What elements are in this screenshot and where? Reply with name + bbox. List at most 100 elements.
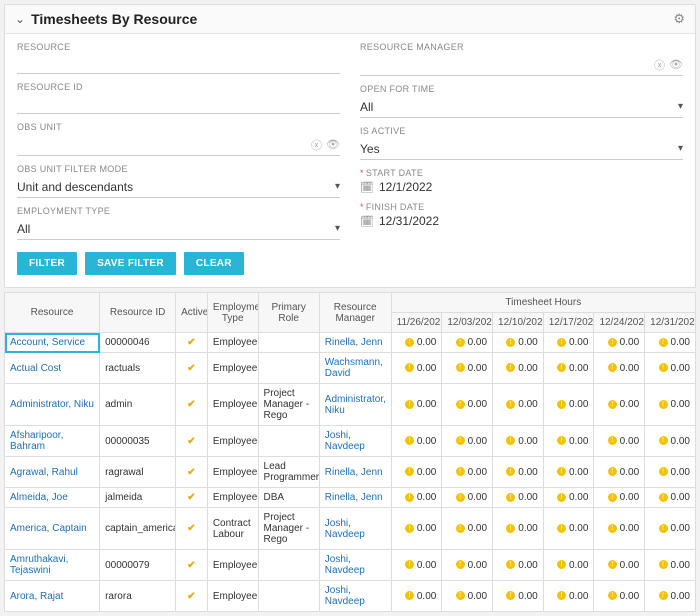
col-date[interactable]: 12/31/2022 <box>645 313 696 333</box>
cell-hours[interactable]: !0.00 <box>442 457 493 488</box>
cell-hours[interactable]: !0.00 <box>493 488 544 508</box>
cell-hours[interactable]: !0.00 <box>442 384 493 426</box>
manager-link[interactable]: Wachsmann, David <box>325 357 383 379</box>
cell-hours[interactable]: !0.00 <box>645 353 696 384</box>
manager-link[interactable]: Joshi, Navdeep <box>325 518 365 540</box>
cell-hours[interactable]: !0.00 <box>594 508 645 550</box>
cell-hours[interactable]: !0.00 <box>645 581 696 612</box>
cell-hours[interactable]: !0.00 <box>391 550 442 581</box>
clear-button[interactable]: CLEAR <box>184 252 244 275</box>
cell-hours[interactable]: !0.00 <box>645 508 696 550</box>
cell-hours[interactable]: !0.00 <box>543 508 594 550</box>
cell-hours[interactable]: !0.00 <box>594 457 645 488</box>
cell-hours[interactable]: !0.00 <box>594 384 645 426</box>
col-primary-role[interactable]: Primary Role <box>258 293 319 333</box>
cell-hours[interactable]: !0.00 <box>493 333 544 353</box>
finish-date-input[interactable]: 🗓 12/31/2022 <box>360 214 683 228</box>
table-row[interactable]: Amruthakavi, Tejaswini00000079✔EmployeeJ… <box>5 550 696 581</box>
cell-hours[interactable]: !0.00 <box>391 353 442 384</box>
col-date[interactable]: 12/24/2022 <box>594 313 645 333</box>
manager-link[interactable]: Administrator, Niku <box>325 394 386 416</box>
table-row[interactable]: Arora, Rajatrarora✔EmployeeJoshi, Navdee… <box>5 581 696 612</box>
cell-hours[interactable]: !0.00 <box>645 333 696 353</box>
cell-hours[interactable]: !0.00 <box>391 581 442 612</box>
cell-hours[interactable]: !0.00 <box>442 508 493 550</box>
resource-link[interactable]: Administrator, Niku <box>10 399 94 410</box>
cell-hours[interactable]: !0.00 <box>442 581 493 612</box>
gear-icon[interactable]: ⚙ <box>673 11 685 27</box>
cell-hours[interactable]: !0.00 <box>391 457 442 488</box>
clear-icon[interactable]: ⓧ <box>311 137 322 153</box>
cell-hours[interactable]: !0.00 <box>645 550 696 581</box>
cell-hours[interactable]: !0.00 <box>543 550 594 581</box>
cell-hours[interactable]: !0.00 <box>645 426 696 457</box>
filter-button[interactable]: FILTER <box>17 252 77 275</box>
resource-link[interactable]: Almeida, Joe <box>10 492 68 503</box>
cell-hours[interactable]: !0.00 <box>543 384 594 426</box>
cell-hours[interactable]: !0.00 <box>442 488 493 508</box>
obs-mode-select[interactable]: Unit and descendants ▾ <box>17 176 340 198</box>
obs-unit-input[interactable]: ⓧ 👁 <box>17 134 340 156</box>
cell-hours[interactable]: !0.00 <box>493 550 544 581</box>
cell-hours[interactable]: !0.00 <box>594 550 645 581</box>
cell-hours[interactable]: !0.00 <box>543 333 594 353</box>
cell-hours[interactable]: !0.00 <box>391 333 442 353</box>
open-select[interactable]: All ▾ <box>360 96 683 118</box>
resource-link[interactable]: Afsharipoor, Bahram <box>10 430 63 452</box>
table-row[interactable]: Agrawal, Rahulragrawal✔EmployeeLead Prog… <box>5 457 696 488</box>
col-resource[interactable]: Resource <box>5 293 100 333</box>
resource-link[interactable]: Account, Service <box>10 337 85 348</box>
cell-hours[interactable]: !0.00 <box>391 384 442 426</box>
cell-hours[interactable]: !0.00 <box>391 488 442 508</box>
cell-hours[interactable]: !0.00 <box>493 353 544 384</box>
manager-link[interactable]: Joshi, Navdeep <box>325 554 365 576</box>
cell-hours[interactable]: !0.00 <box>442 550 493 581</box>
resource-link[interactable]: Amruthakavi, Tejaswini <box>10 554 68 576</box>
save-filter-button[interactable]: SAVE FILTER <box>85 252 176 275</box>
table-row[interactable]: Administrator, Nikuadmin✔EmployeeProject… <box>5 384 696 426</box>
cell-hours[interactable]: !0.00 <box>493 508 544 550</box>
col-date[interactable]: 11/26/2022 <box>391 313 442 333</box>
col-active[interactable]: Active <box>176 293 208 333</box>
cell-hours[interactable]: !0.00 <box>594 488 645 508</box>
cell-hours[interactable]: !0.00 <box>442 426 493 457</box>
cell-hours[interactable]: !0.00 <box>543 581 594 612</box>
cell-hours[interactable]: !0.00 <box>594 353 645 384</box>
cell-hours[interactable]: !0.00 <box>543 353 594 384</box>
cell-hours[interactable]: !0.00 <box>594 426 645 457</box>
resource-link[interactable]: Arora, Rajat <box>10 591 63 602</box>
manager-link[interactable]: Rinella, Jenn <box>325 492 383 503</box>
table-row[interactable]: Almeida, Joejalmeida✔EmployeeDBARinella,… <box>5 488 696 508</box>
manager-link[interactable]: Joshi, Navdeep <box>325 585 365 607</box>
resource-link[interactable]: Agrawal, Rahul <box>10 467 78 478</box>
cell-hours[interactable]: !0.00 <box>493 457 544 488</box>
cell-hours[interactable]: !0.00 <box>442 353 493 384</box>
table-row[interactable]: Afsharipoor, Bahram00000035✔EmployeeJosh… <box>5 426 696 457</box>
table-row[interactable]: Account, Service00000046✔EmployeeRinella… <box>5 333 696 353</box>
cell-hours[interactable]: !0.00 <box>493 581 544 612</box>
cell-hours[interactable]: !0.00 <box>594 333 645 353</box>
resource-input[interactable] <box>17 54 340 74</box>
emp-type-select[interactable]: All ▾ <box>17 218 340 240</box>
resource-link[interactable]: Actual Cost <box>10 363 61 374</box>
cell-hours[interactable]: !0.00 <box>493 384 544 426</box>
col-manager[interactable]: Resource Manager <box>319 293 391 333</box>
cell-hours[interactable]: !0.00 <box>645 488 696 508</box>
resource-link[interactable]: America, Captain <box>10 523 87 534</box>
cell-hours[interactable]: !0.00 <box>645 457 696 488</box>
manager-link[interactable]: Joshi, Navdeep <box>325 430 365 452</box>
binoculars-icon[interactable]: 👁 <box>669 58 683 71</box>
cell-hours[interactable]: !0.00 <box>645 384 696 426</box>
cell-hours[interactable]: !0.00 <box>543 426 594 457</box>
col-emp-type[interactable]: Employment Type <box>207 293 258 333</box>
col-resource-id[interactable]: Resource ID <box>100 293 176 333</box>
mgr-input[interactable]: ⓧ 👁 <box>360 54 683 76</box>
manager-link[interactable]: Rinella, Jenn <box>325 467 383 478</box>
binoculars-icon[interactable]: 👁 <box>326 138 340 151</box>
cell-hours[interactable]: !0.00 <box>543 457 594 488</box>
cell-hours[interactable]: !0.00 <box>442 333 493 353</box>
clear-icon[interactable]: ⓧ <box>654 57 665 73</box>
resource-id-input[interactable] <box>17 94 340 114</box>
manager-link[interactable]: Rinella, Jenn <box>325 337 383 348</box>
cell-hours[interactable]: !0.00 <box>543 488 594 508</box>
